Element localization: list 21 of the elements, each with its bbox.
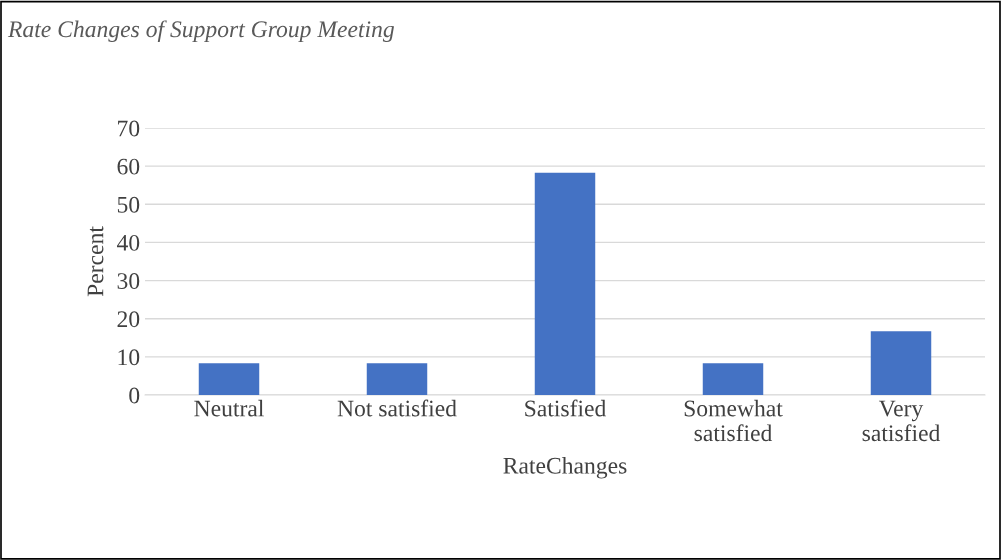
bar xyxy=(366,363,428,395)
y-tick-label: 70 xyxy=(118,120,140,137)
y-tick-label: 10 xyxy=(118,349,140,366)
y-tick-label: 40 xyxy=(116,234,140,251)
bar xyxy=(870,331,932,395)
y-tick-label: 0 xyxy=(129,387,140,404)
x-tick-label: Satisfied xyxy=(525,399,607,417)
bar xyxy=(534,172,596,395)
y-tick-label: 20 xyxy=(117,311,140,328)
x-axis-title: RateChanges xyxy=(503,457,627,479)
y-tick-label: 30 xyxy=(117,273,140,289)
y-tick-label: 50 xyxy=(117,196,140,213)
x-tick-label: Not satisfied xyxy=(337,399,457,417)
chart-title: Rate Changes of Support Group Meeting xyxy=(7,20,394,43)
x-tick-label: Very satisfied xyxy=(862,400,941,442)
x-tick-label: Neutral xyxy=(194,399,264,417)
y-tick-label: 60 xyxy=(117,158,140,175)
bar xyxy=(198,363,260,395)
x-tick-label: Somewhat satisfied xyxy=(684,399,783,442)
y-axis-title: Percent xyxy=(87,226,104,297)
bar xyxy=(702,363,764,395)
